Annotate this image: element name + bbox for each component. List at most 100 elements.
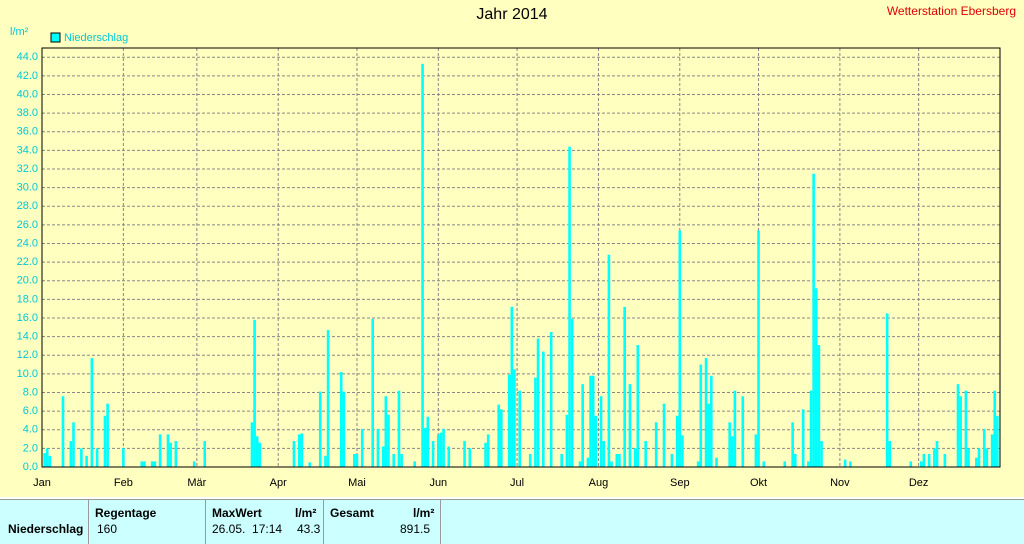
row-label: Niederschlag [8, 522, 84, 536]
y-tick-label: 2.0 [23, 442, 38, 454]
bar [807, 461, 810, 467]
bar [381, 446, 385, 467]
bar [43, 453, 46, 467]
bar [730, 436, 734, 467]
y-tick-label: 4.0 [23, 424, 38, 436]
bar [670, 453, 674, 467]
bar [536, 338, 540, 467]
bar [762, 461, 766, 467]
bar [500, 409, 503, 467]
bar [166, 434, 170, 467]
bar [326, 330, 330, 467]
bar [959, 396, 962, 467]
bar [542, 351, 545, 467]
x-tick-label: Aug [589, 477, 609, 489]
bar [560, 453, 563, 467]
bar [977, 448, 981, 467]
bar [581, 384, 584, 467]
y-tick-label: 16.0 [17, 312, 38, 324]
bar [704, 358, 708, 467]
header: l/m² [295, 506, 317, 520]
bar [741, 396, 745, 467]
bar [615, 453, 619, 467]
bar [964, 390, 968, 467]
bar [423, 427, 427, 467]
bar [919, 461, 923, 467]
bar [439, 432, 443, 467]
bar [933, 448, 936, 467]
bar [599, 396, 603, 467]
y-tick-label: 6.0 [23, 405, 38, 417]
bar [801, 409, 805, 467]
separator [88, 500, 89, 544]
bar [733, 390, 737, 467]
bar [586, 457, 590, 467]
bar [715, 457, 718, 467]
bar [413, 461, 417, 467]
header: l/m² [413, 506, 435, 520]
x-tick-label: Sep [670, 477, 690, 489]
bar [956, 384, 960, 467]
bar [678, 230, 682, 467]
x-tick-label: Jun [429, 477, 447, 489]
bar [628, 384, 632, 467]
bar [69, 440, 73, 467]
bar [297, 434, 301, 467]
bar [633, 448, 637, 467]
x-tick-label: Mai [348, 477, 366, 489]
bar [709, 375, 713, 467]
chart-title: Jahr 2014 [476, 6, 547, 23]
bar [843, 459, 847, 467]
bar [993, 390, 997, 467]
bar [975, 457, 978, 467]
bar [140, 461, 144, 467]
bar [384, 396, 388, 467]
bar [654, 422, 658, 467]
bar [570, 318, 574, 467]
y-tick-label: 14.0 [17, 331, 38, 343]
bar [72, 422, 75, 467]
y-tick-label: 40.0 [17, 88, 38, 100]
bar [324, 455, 327, 467]
bar [355, 453, 359, 467]
bar [699, 364, 703, 467]
x-tick-label: Jul [510, 477, 524, 489]
y-tick-label: 10.0 [17, 368, 38, 380]
bar [644, 440, 647, 467]
bar [967, 448, 970, 467]
bar [192, 461, 196, 467]
x-tick-label: Jan [33, 477, 51, 489]
bar [484, 442, 487, 467]
bar [169, 442, 172, 467]
bar [318, 391, 322, 467]
bar [623, 306, 626, 467]
bar [342, 391, 346, 467]
bar [602, 440, 605, 467]
separator [323, 500, 324, 544]
bar [528, 453, 532, 467]
separator [440, 500, 441, 544]
y-tick-label: 12.0 [17, 349, 38, 361]
bar [95, 448, 99, 467]
bar [662, 403, 666, 467]
y-tick-label: 38.0 [17, 107, 38, 119]
plot-border [41, 47, 1001, 468]
header: MaxWert [212, 506, 262, 520]
bar [300, 433, 304, 467]
bar [90, 358, 94, 467]
bar [85, 455, 88, 467]
cell: 43.3 [297, 522, 321, 536]
bar [607, 254, 611, 467]
bar [510, 306, 514, 467]
bar [426, 416, 430, 467]
y-tick-label: 20.0 [17, 275, 38, 287]
bar [292, 440, 296, 467]
bar [45, 448, 49, 467]
y-tick-label: 26.0 [17, 219, 38, 231]
y-tick-label: 28.0 [17, 200, 38, 212]
bar [610, 461, 613, 467]
bar [809, 390, 813, 467]
bar [849, 461, 852, 467]
legend-swatch [50, 32, 61, 43]
bar [158, 434, 162, 467]
